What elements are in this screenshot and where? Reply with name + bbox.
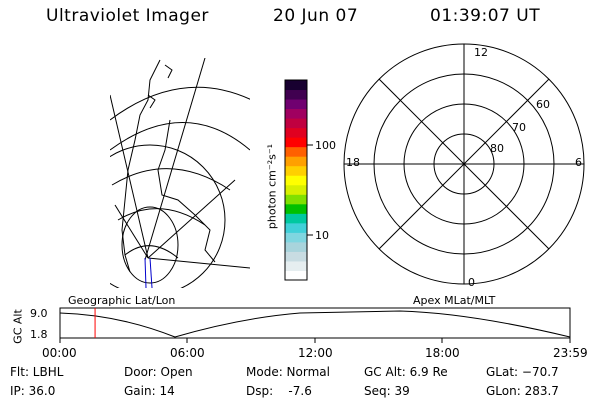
colorbar-stripe (285, 213, 307, 224)
timeline-left-title: Geographic Lat/Lon (68, 294, 176, 307)
xtick-1800: 18:00 (425, 346, 460, 360)
gc-alt-info: GC Alt: 6.9 Re (364, 365, 448, 379)
colorbar-stripe (285, 251, 307, 262)
mlt-label-18: 18 (346, 156, 360, 169)
colorbar-stripe (285, 137, 307, 148)
time-label: 01:39:07 UT (430, 6, 541, 26)
ytick-9: 9.0 (30, 307, 48, 320)
dsp-info: Dsp: -7.6 (246, 384, 312, 398)
colorbar-stripe (285, 156, 307, 167)
colorbar-stripe (285, 80, 307, 91)
date-label: 20 Jun 07 (273, 6, 359, 26)
lat-arc-3 (111, 168, 231, 191)
lat-arc-1 (110, 86, 250, 121)
lat-arc-2 (110, 122, 250, 151)
lon-line-1 (144, 58, 206, 261)
colorbar-stripe (285, 194, 307, 205)
colorbar-stripe (285, 270, 307, 281)
mlt-label-6: 6 (575, 156, 582, 169)
door-info: Door: Open (124, 365, 193, 379)
colorbar-stripe (285, 241, 307, 252)
lat-arc-5 (124, 245, 179, 259)
mlt-label-12: 12 (474, 46, 488, 59)
xtick-1200: 12:00 (298, 346, 333, 360)
gain-info: Gain: 14 (124, 384, 175, 398)
colorbar-stripe (285, 89, 307, 100)
mode-info: Mode: Normal (246, 365, 330, 379)
lat-label-70: 70 (512, 121, 526, 134)
colorbar-stripe (285, 127, 307, 138)
seq-info: Seq: 39 (364, 384, 410, 398)
app-title: Ultraviolet Imager (46, 6, 209, 26)
colorbar-stripe (285, 232, 307, 243)
colorbar-stripe (285, 118, 307, 129)
ytick-1-8: 1.8 (30, 328, 48, 341)
colorbar-tick-100: 100 (315, 139, 336, 152)
colorbar-stripe (285, 165, 307, 176)
ip-info: IP: 36.0 (10, 384, 56, 398)
filter-info: Flt: LBHL (10, 365, 64, 379)
colorbar-stripe (285, 108, 307, 119)
colorbar-stripe (285, 99, 307, 110)
colorbar-stripe (285, 222, 307, 233)
lat-arc-4 (117, 208, 206, 226)
lat-label-80: 80 (490, 142, 504, 155)
xtick-2359: 23:59 (553, 346, 588, 360)
xtick-0600: 06:00 (170, 346, 205, 360)
glat-info: GLat: −70.7 (486, 365, 559, 379)
colorbar-stripe (285, 146, 307, 157)
timeline-right-title: Apex MLat/MLT (413, 294, 496, 307)
colorbar-tick-10: 10 (315, 229, 329, 242)
glon-info: GLon: 283.7 (486, 384, 559, 398)
colorbar-stripe (285, 175, 307, 186)
colorbar-stripe (285, 184, 307, 195)
colorbar-stripe (285, 203, 307, 214)
mlt-label-0: 0 (468, 276, 475, 289)
lat-label-60: 60 (536, 98, 550, 111)
colorbar-stripe (285, 260, 307, 271)
xtick-0000: 00:00 (42, 346, 77, 360)
